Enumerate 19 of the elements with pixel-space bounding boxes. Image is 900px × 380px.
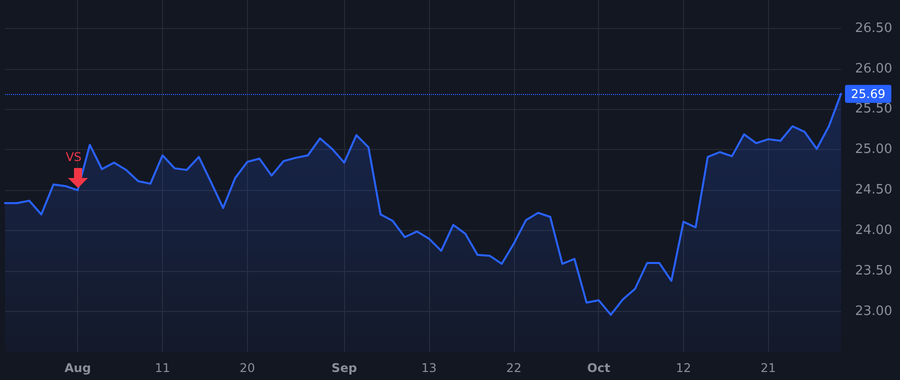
y-tick-label: 25.50 xyxy=(855,102,892,117)
y-tick-label: 26.00 xyxy=(855,61,892,76)
ref-line-label: 25.69 xyxy=(851,86,886,101)
x-tick-label: Oct xyxy=(587,361,610,375)
x-tick-label: 12 xyxy=(676,361,692,375)
y-tick-label: 24.00 xyxy=(855,223,892,238)
x-tick-label: 11 xyxy=(154,361,170,375)
y-tick-label: 25.00 xyxy=(855,142,892,158)
annotation: VS xyxy=(66,150,82,164)
x-tick-label: 21 xyxy=(760,361,776,375)
x-tick-label: 20 xyxy=(240,361,255,375)
y-tick-label: 26.50 xyxy=(855,20,892,36)
y-tick-label: 23.00 xyxy=(855,304,892,320)
y-tick-label: 24.50 xyxy=(855,182,892,198)
x-tick-label: Aug xyxy=(64,361,91,375)
x-tick-label: Sep xyxy=(332,361,358,375)
y-tick-label: 23.50 xyxy=(855,264,892,279)
x-tick-label: 13 xyxy=(421,361,437,375)
x-tick-label: 22 xyxy=(506,361,522,375)
